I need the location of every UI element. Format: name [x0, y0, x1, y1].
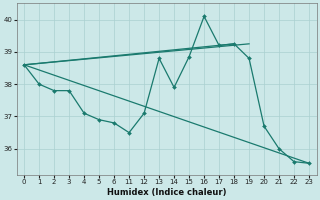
X-axis label: Humidex (Indice chaleur): Humidex (Indice chaleur) — [107, 188, 226, 197]
